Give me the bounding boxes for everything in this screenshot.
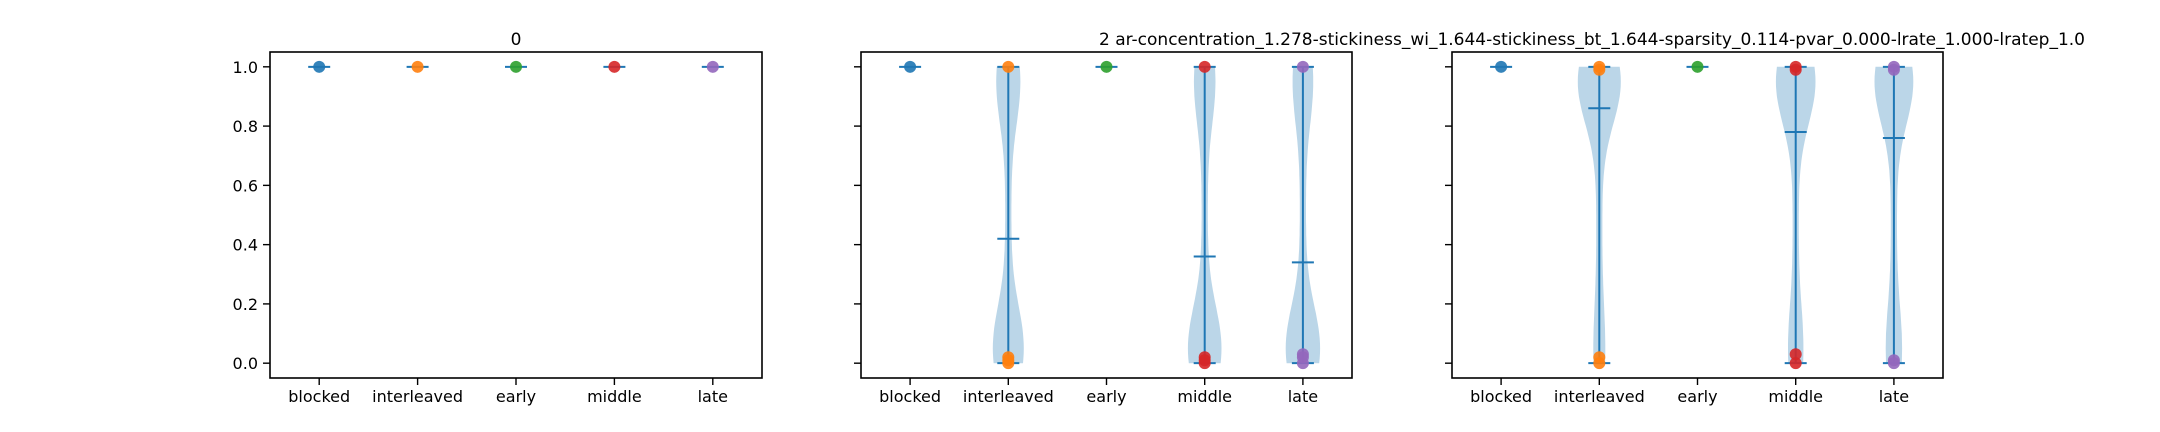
x-tick-label: late (1879, 387, 1909, 406)
data-point (706, 60, 719, 73)
data-point (313, 60, 326, 73)
data-point (1002, 60, 1015, 73)
plot-frame (269, 51, 763, 379)
x-tick-label: blocked (879, 387, 941, 406)
y-tick-label: 0.2 (233, 295, 258, 314)
data-point (1002, 354, 1015, 367)
x-tick-label: blocked (288, 387, 350, 406)
x-tick-label: middle (1177, 387, 1232, 406)
y-tick-label: 0.0 (233, 354, 258, 373)
x-tick-label: blocked (1470, 387, 1532, 406)
data-point (904, 60, 917, 73)
panel-2: blocked interleaved early middle late (854, 51, 1353, 406)
panel-1: 0.0 0.2 0.4 0.6 0.8 1.0 blocked interleaved earl… (233, 30, 763, 406)
x-tick-label: interleaved (372, 387, 463, 406)
data-point (1691, 60, 1704, 73)
data-point (411, 60, 424, 73)
data-point (1887, 63, 1900, 76)
data-point (1296, 60, 1309, 73)
panel-3: blocked interleaved early middle late (1445, 51, 1944, 406)
x-tick-label: early (1086, 387, 1126, 406)
plot-frame (1451, 51, 1944, 379)
x-tick-label: interleaved (963, 387, 1054, 406)
figure-title: 2 ar-concentration_1.278-stickiness_wi_1… (1099, 30, 2085, 50)
data-point (1789, 357, 1802, 370)
x-tick-label: interleaved (1554, 387, 1645, 406)
data-point (1593, 357, 1606, 370)
x-tick-label: late (698, 387, 728, 406)
data-point (1887, 357, 1900, 370)
data-point (1789, 348, 1802, 361)
data-point (608, 60, 621, 73)
x-tick-label: late (1288, 387, 1318, 406)
data-point (1198, 60, 1211, 73)
y-tick-label: 1.0 (233, 58, 258, 77)
data-point (1100, 60, 1113, 73)
data-point (1789, 63, 1802, 76)
x-tick-label: middle (1768, 387, 1823, 406)
data-point (1593, 63, 1606, 76)
plot-frame (860, 51, 1353, 379)
y-tick-label: 0.8 (233, 117, 258, 136)
data-point (1198, 354, 1211, 367)
y-tick-label: 0.6 (233, 176, 258, 195)
x-tick-label: early (496, 387, 536, 406)
data-point (1296, 351, 1309, 364)
data-point (510, 60, 522, 73)
data-point (1495, 60, 1508, 73)
panel-title: 0 (511, 30, 522, 50)
y-tick-label: 0.4 (233, 236, 258, 255)
x-tick-label: early (1677, 387, 1717, 406)
x-tick-label: middle (587, 387, 642, 406)
